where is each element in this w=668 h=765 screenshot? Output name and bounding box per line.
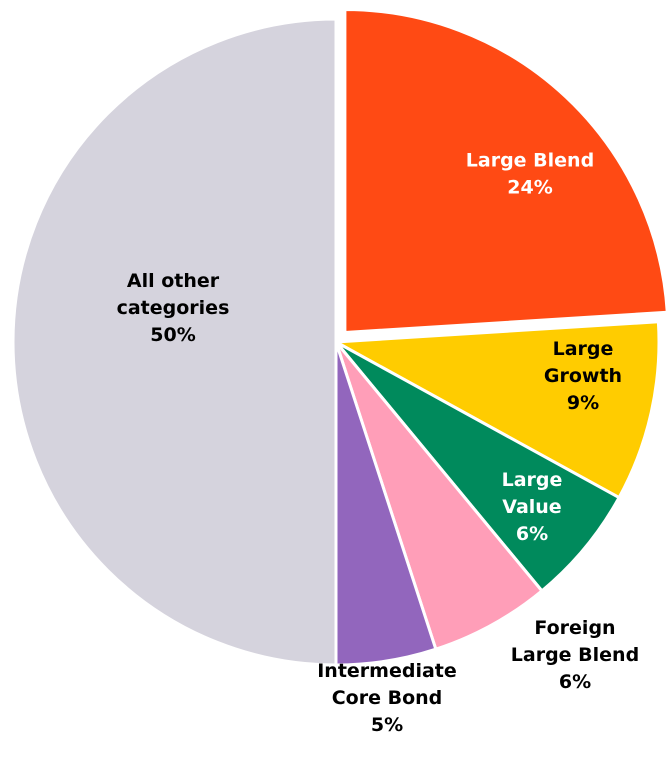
slice-category-label: Large Blend [511, 644, 639, 666]
slice-category-label: Large Blend [466, 150, 594, 172]
slice-category-label: Growth [544, 365, 622, 387]
slice-category-label: Large [553, 338, 614, 360]
slice-category-label: All other [127, 270, 220, 292]
slice-label: Large Value 6% [502, 469, 563, 545]
slice-category-label: Value [502, 496, 561, 518]
slice-percent-label: 5% [371, 714, 403, 736]
pie-slice [334, 340, 544, 651]
slice-label: Intermediate Core Bond 5% [317, 660, 457, 736]
pie-slice [11, 17, 338, 667]
slice-label: Large Blend 24% [466, 150, 594, 199]
slice-label: All other categories 50% [117, 270, 230, 346]
slice-percent-label: 9% [567, 392, 599, 414]
slice-category-label: categories [117, 297, 230, 319]
slice-category-label: Large [502, 469, 563, 491]
slice-percent-label: 50% [150, 324, 195, 346]
slice-percent-label: 6% [516, 523, 548, 545]
slice-category-label: Core Bond [332, 687, 443, 709]
pie-slice [334, 340, 621, 593]
pie-slice [334, 320, 661, 500]
slice-category-label: Intermediate [317, 660, 457, 682]
pie-slice [343, 8, 668, 335]
slice-percent-label: 24% [507, 177, 552, 199]
slice-label: Large Growth 9% [544, 338, 622, 414]
slice-category-label: Foreign [534, 617, 615, 639]
slice-percent-label: 6% [559, 671, 591, 693]
slice-label: Foreign Large Blend 6% [511, 617, 639, 693]
